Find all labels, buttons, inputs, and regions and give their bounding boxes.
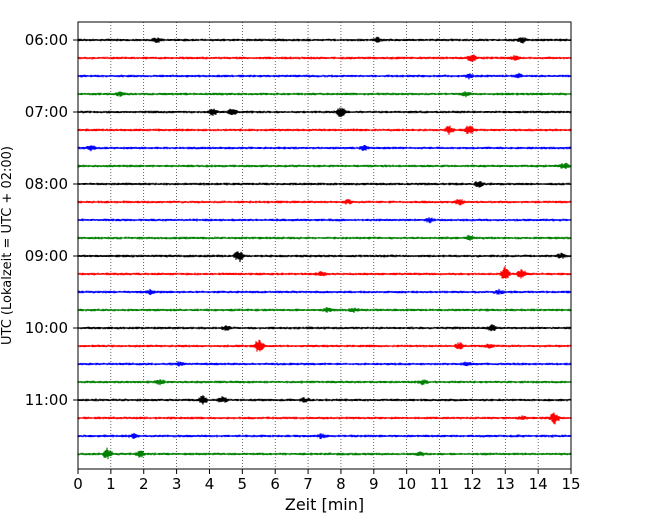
x-tick-label: 14 bbox=[529, 475, 548, 493]
x-tick-label: 6 bbox=[270, 475, 280, 493]
x-tick-label: 15 bbox=[561, 475, 580, 493]
trace-1115 bbox=[77, 412, 572, 425]
x-tick-label: 4 bbox=[205, 475, 215, 493]
x-axis-label: Zeit [min] bbox=[285, 495, 364, 514]
trace-1145 bbox=[77, 447, 572, 460]
trace-1030 bbox=[77, 361, 572, 367]
x-tick-label: 7 bbox=[303, 475, 313, 493]
trace-1000 bbox=[77, 324, 572, 332]
plot-frame bbox=[77, 21, 572, 470]
trace-0600 bbox=[77, 36, 572, 44]
y-tick-label: 11:00 bbox=[25, 391, 68, 409]
trace-0800 bbox=[77, 181, 572, 188]
trace-0945 bbox=[77, 307, 572, 313]
y-axis-ticks: 06:00 07:00 08:00 09:00 10:00 11:00 bbox=[25, 31, 78, 409]
y-tick-label: 09:00 bbox=[25, 247, 68, 265]
trace-0715 bbox=[77, 125, 572, 135]
trace-0645 bbox=[77, 91, 572, 98]
x-tick-label: 5 bbox=[238, 475, 248, 493]
x-axis-ticks: 0 1 2 3 4 5 6 7 8 9 10 11 12 13 14 15 bbox=[73, 469, 581, 493]
trace-1130 bbox=[77, 432, 572, 440]
trace-0815 bbox=[77, 199, 572, 206]
x-tick-label: 13 bbox=[496, 475, 515, 493]
trace-0730 bbox=[77, 145, 572, 152]
trace-0930 bbox=[77, 288, 572, 296]
trace-0900 bbox=[77, 251, 572, 263]
x-tick-label: 8 bbox=[336, 475, 346, 493]
grid-lines bbox=[110, 22, 539, 469]
trace-0915 bbox=[77, 266, 572, 279]
x-tick-label: 2 bbox=[139, 475, 149, 493]
trace-0830 bbox=[77, 217, 572, 224]
x-tick-label: 0 bbox=[73, 475, 83, 493]
x-tick-label: 3 bbox=[172, 475, 182, 493]
y-tick-label: 07:00 bbox=[25, 103, 68, 121]
trace-0845 bbox=[77, 234, 572, 241]
trace-1045 bbox=[77, 379, 572, 386]
trace-0630 bbox=[77, 72, 572, 80]
y-tick-label: 10:00 bbox=[25, 319, 68, 337]
x-tick-label: 9 bbox=[369, 475, 379, 493]
x-tick-label: 10 bbox=[397, 475, 416, 493]
trace-1100 bbox=[77, 395, 572, 405]
trace-0745 bbox=[77, 162, 572, 169]
x-tick-label: 11 bbox=[430, 475, 449, 493]
seismic-traces bbox=[77, 36, 572, 460]
x-tick-label: 12 bbox=[463, 475, 482, 493]
trace-1015 bbox=[77, 339, 572, 352]
x-tick-label: 1 bbox=[106, 475, 116, 493]
trace-0700 bbox=[77, 107, 572, 117]
y-axis-label: UTC (Lokalzeit = UTC + 02:00) bbox=[0, 146, 15, 345]
y-tick-label: 06:00 bbox=[25, 31, 68, 49]
y-tick-label: 08:00 bbox=[25, 175, 68, 193]
trace-0615 bbox=[77, 54, 572, 62]
